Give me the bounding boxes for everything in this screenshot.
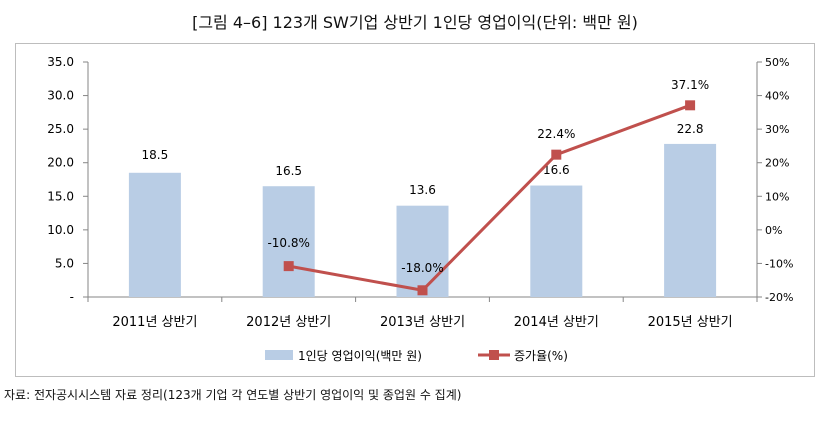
chart-title: [그림 4–6] 123개 SW기업 상반기 1인당 영업이익(단위: 백만 원… bbox=[192, 13, 638, 32]
bar bbox=[128, 172, 181, 297]
left-axis-tick-label: 25.0 bbox=[47, 122, 74, 136]
left-axis-tick-label: 30.0 bbox=[47, 89, 74, 103]
growth-rate-marker bbox=[551, 149, 562, 160]
right-axis-tick-label: 0% bbox=[765, 224, 782, 237]
x-axis-tick-label: 2014년 상반기 bbox=[514, 315, 599, 330]
right-axis-tick-label: 30% bbox=[765, 123, 789, 136]
right-axis-tick-label: -10% bbox=[765, 257, 793, 270]
left-axis-tick-label: 20.0 bbox=[47, 156, 74, 170]
right-axis-tick-label: 50% bbox=[765, 56, 789, 69]
bar-data-label: 18.5 bbox=[142, 148, 169, 162]
bar bbox=[262, 186, 315, 297]
bar bbox=[664, 143, 717, 297]
right-axis-tick-label: 20% bbox=[765, 157, 789, 170]
bar bbox=[396, 205, 449, 297]
left-axis-tick-label: - bbox=[70, 290, 74, 304]
x-axis-tick-label: 2011년 상반기 bbox=[112, 315, 197, 330]
x-axis-tick-label: 2012년 상반기 bbox=[246, 315, 331, 330]
x-axis-tick-label: 2015년 상반기 bbox=[648, 315, 733, 330]
chart-frame bbox=[15, 43, 815, 377]
source-note: 자료: 전자공시시스템 자료 정리(123개 기업 각 연도별 상반기 영업이익… bbox=[4, 388, 462, 402]
bar bbox=[530, 185, 583, 297]
legend-line-marker bbox=[489, 350, 499, 360]
growth-rate-line bbox=[288, 103, 691, 292]
bar-data-label: 22.8 bbox=[677, 122, 704, 136]
x-axis-tick-label: 2013년 상반기 bbox=[380, 315, 465, 330]
right-axis-tick-label: 40% bbox=[765, 90, 789, 103]
growth-rate-marker bbox=[417, 285, 428, 296]
left-axis-tick-label: 15.0 bbox=[47, 189, 74, 203]
right-axis-tick-label: 10% bbox=[765, 190, 789, 203]
growth-rate-marker bbox=[685, 100, 696, 111]
right-axis-tick-label: -20% bbox=[765, 291, 793, 304]
bar-data-label: 16.6 bbox=[543, 163, 570, 177]
growth-rate-data-label: 22.4% bbox=[537, 127, 575, 141]
bar-data-label: 16.5 bbox=[275, 164, 302, 178]
legend-bar-label: 1인당 영업이익(백만 원) bbox=[298, 349, 422, 363]
growth-rate-data-label: -10.8% bbox=[267, 236, 309, 250]
growth-rate-marker bbox=[283, 261, 294, 272]
left-axis-tick-label: 5.0 bbox=[55, 256, 74, 270]
legend-line-label: 증가율(%) bbox=[514, 349, 568, 363]
bar-data-label: 13.6 bbox=[409, 183, 436, 197]
growth-rate-data-label: -18.0% bbox=[401, 261, 443, 275]
left-axis-tick-label: 10.0 bbox=[47, 223, 74, 237]
legend-bar-swatch bbox=[265, 350, 293, 360]
growth-rate-data-label: 37.1% bbox=[671, 78, 709, 92]
left-axis-tick-label: 35.0 bbox=[47, 55, 74, 69]
